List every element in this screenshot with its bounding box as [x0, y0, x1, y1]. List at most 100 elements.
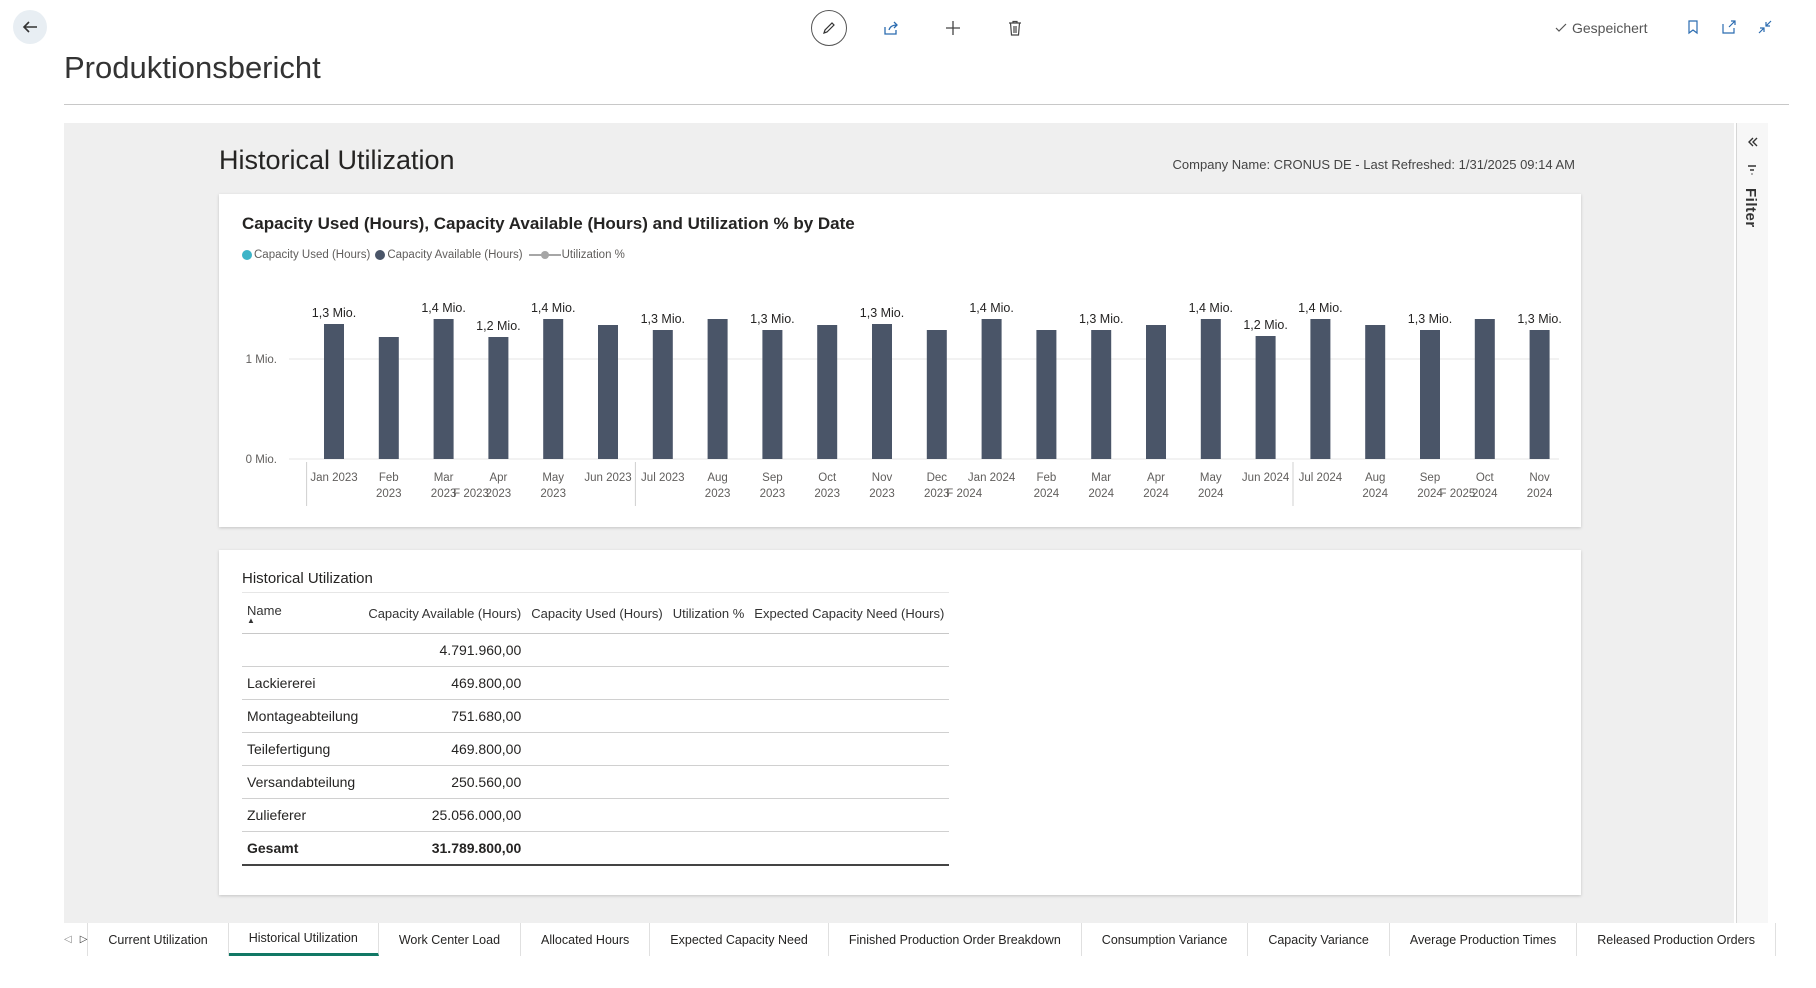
data-label: 1,4 Mio. — [1189, 301, 1233, 315]
delete-button[interactable] — [997, 10, 1033, 46]
legend-item-utilization[interactable]: Utilization % — [528, 249, 625, 261]
chart-legend[interactable]: Capacity Used (Hours) Capacity Available… — [242, 249, 630, 261]
tab-expected-capacity-need[interactable]: Expected Capacity Need — [650, 923, 829, 956]
trash-icon — [1009, 20, 1021, 36]
bookmark-button[interactable] — [1682, 16, 1704, 38]
fiscal-group-label: F 2024 — [946, 488, 982, 500]
checkmark-icon — [1555, 23, 1567, 32]
cell-capacity-available: 250.560,00 — [363, 765, 527, 799]
column-header-utilization[interactable]: Utilization % — [667, 592, 750, 634]
bar-chart[interactable]: 1 Mio. 0 Mio. 1,3 Mio. Jan 2023 Feb 2023 1,4 M… — [219, 194, 1581, 527]
bar[interactable] — [981, 319, 1002, 459]
table-header-row: Name ▲ Capacity Available (Hours) Capaci… — [242, 592, 950, 634]
edit-button[interactable] — [811, 10, 847, 46]
x-tick-label: 2023 — [540, 488, 566, 500]
column-header-capacity-used[interactable]: Capacity Used (Hours) — [526, 592, 668, 634]
bar[interactable] — [1420, 330, 1440, 459]
data-label: 1,3 Mio. — [860, 306, 904, 320]
tab-consumption-variance[interactable]: Consumption Variance — [1082, 923, 1249, 956]
share-button[interactable] — [873, 10, 909, 46]
back-button[interactable] — [13, 10, 47, 44]
bar[interactable] — [1255, 336, 1276, 459]
x-tick-label: Nov — [872, 472, 893, 484]
bar[interactable] — [762, 330, 783, 459]
tab-finished-production-order-breakdown[interactable]: Finished Production Order Breakdown — [829, 923, 1082, 956]
x-tick-label: Mar — [434, 472, 454, 484]
table-row[interactable]: Versandabteilung 250.560,00 — [242, 765, 950, 799]
bar[interactable] — [378, 337, 399, 459]
cell-capacity-available: 751.680,00 — [363, 699, 527, 733]
y-tick-label: 0 Mio. — [246, 454, 277, 466]
open-new-window-button[interactable] — [1718, 16, 1740, 38]
x-tick-label: Feb — [1036, 472, 1056, 484]
bar[interactable] — [1529, 330, 1550, 459]
x-tick-label: May — [1200, 472, 1222, 484]
x-tick-label: Mar — [1091, 472, 1111, 484]
tab-released-production-orders[interactable]: Released Production Orders — [1577, 923, 1776, 956]
cell-capacity-available: 469.800,00 — [363, 666, 527, 700]
bar[interactable] — [488, 337, 509, 459]
bar[interactable] — [817, 325, 838, 459]
scroll-right-icon[interactable]: ▷ — [79, 934, 88, 945]
bar[interactable] — [1474, 319, 1495, 459]
x-tick-label: Jul 2023 — [641, 472, 684, 484]
tab-allocated-hours[interactable]: Allocated Hours — [521, 923, 651, 956]
table-title: Historical Utilization — [242, 570, 373, 587]
x-tick-label: Oct — [1476, 472, 1495, 484]
bar[interactable] — [1036, 330, 1057, 459]
x-tick-label: Sep — [762, 472, 782, 484]
column-header-capacity-available[interactable]: Capacity Available (Hours) — [363, 592, 527, 634]
open-in-new-window-icon — [1722, 20, 1736, 34]
data-label: 1,3 Mio. — [1517, 312, 1561, 326]
bar[interactable] — [926, 330, 947, 459]
tab-work-center-load[interactable]: Work Center Load — [379, 923, 522, 956]
chevron-left-icon[interactable] — [1745, 135, 1759, 149]
column-header-expected-capacity-need[interactable]: Expected Capacity Need (Hours) — [749, 592, 950, 634]
saved-status-label: Gespeichert — [1572, 20, 1648, 36]
table-row[interactable]: Montageabteilung 751.680,00 — [242, 699, 950, 733]
new-button[interactable] — [935, 10, 971, 46]
bar[interactable] — [1365, 325, 1386, 459]
tab-historical-utilization[interactable]: Historical Utilization — [228, 923, 379, 956]
bar[interactable] — [1146, 325, 1166, 459]
x-tick-label: 2023 — [869, 488, 895, 500]
tab-average-production-times[interactable]: Average Production Times — [1390, 923, 1578, 956]
bar[interactable] — [1200, 319, 1221, 459]
chart-card[interactable]: Capacity Used (Hours), Capacity Availabl… — [219, 194, 1581, 527]
tab-capacity-variance[interactable]: Capacity Variance — [1248, 923, 1390, 956]
bar[interactable] — [1091, 330, 1112, 459]
utilization-table: Name ▲ Capacity Available (Hours) Capaci… — [242, 592, 950, 866]
bar[interactable] — [598, 325, 618, 459]
scroll-left-icon[interactable]: ◁ — [64, 934, 72, 945]
collapse-arrows-icon — [1758, 20, 1772, 34]
bar[interactable] — [652, 330, 673, 459]
filter-pane[interactable]: Filter — [1736, 123, 1768, 923]
table-total-row[interactable]: Gesamt 31.789.800,00 — [242, 831, 950, 866]
tab-current-utilization[interactable]: Current Utilization — [88, 923, 229, 956]
x-tick-label: Apr — [1147, 472, 1165, 484]
bar[interactable] — [1310, 319, 1331, 459]
x-tick-label: Apr — [489, 472, 507, 484]
bar[interactable] — [324, 324, 344, 459]
column-header-name-label: Name — [247, 602, 282, 618]
table-row[interactable]: 4.791.960,00 — [242, 633, 950, 667]
arrow-left-icon — [22, 21, 37, 33]
table-row[interactable]: Lackiererei 469.800,00 — [242, 666, 950, 700]
bookmark-icon — [1688, 20, 1698, 35]
bar[interactable] — [433, 319, 454, 459]
data-label: 1,3 Mio. — [1079, 312, 1123, 326]
table-card[interactable]: Historical Utilization Name ▲ Capacity A… — [219, 550, 1581, 895]
cell-capacity-available: 4.791.960,00 — [363, 633, 527, 667]
bar[interactable] — [872, 324, 892, 459]
x-tick-label: 2023 — [376, 488, 402, 500]
bar[interactable] — [543, 319, 564, 459]
table-row[interactable]: Zulieferer 25.056.000,00 — [242, 798, 950, 832]
legend-item-capacity-used[interactable]: Capacity Used (Hours) — [242, 249, 370, 261]
legend-item-capacity-available[interactable]: Capacity Available (Hours) — [375, 249, 523, 261]
share-icon — [884, 21, 898, 35]
collapse-button[interactable] — [1754, 16, 1776, 38]
table-row[interactable]: Teilefertigung 469.800,00 — [242, 732, 950, 766]
column-header-name[interactable]: Name ▲ — [242, 592, 364, 634]
data-label: 1,4 Mio. — [421, 301, 465, 315]
bar[interactable] — [707, 319, 728, 459]
